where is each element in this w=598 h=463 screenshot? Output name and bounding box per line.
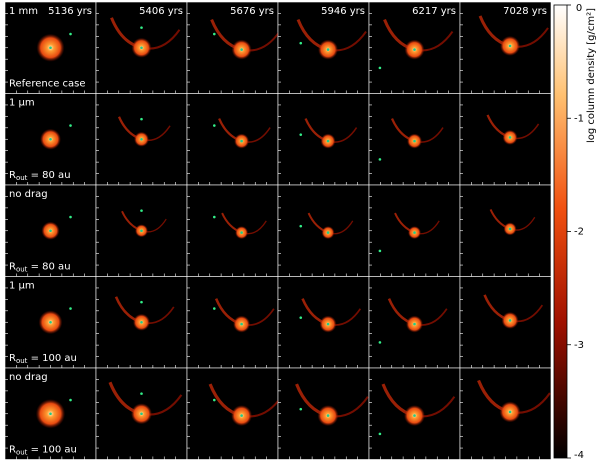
companion — [299, 407, 303, 411]
colorbar-tick-label: -3 — [574, 340, 584, 351]
companion — [213, 32, 216, 36]
star — [326, 48, 330, 51]
note-text: = 100 au — [27, 445, 76, 456]
column-title: 7028 yrs — [503, 6, 547, 17]
column-title: 5406 yrs — [139, 6, 183, 17]
note-text: = 80 au — [27, 170, 70, 181]
star — [413, 48, 416, 51]
companion — [378, 66, 382, 70]
star — [240, 231, 243, 234]
column-title: 6217 yrs — [412, 6, 456, 17]
symbol: R — [9, 170, 16, 181]
star — [49, 137, 52, 141]
note-text: = 80 au — [27, 262, 70, 273]
star — [49, 320, 52, 324]
subscript: out — [16, 266, 28, 274]
row-note: Rout = 100 au — [9, 353, 77, 365]
star — [508, 227, 512, 231]
companion — [213, 124, 216, 127]
companion — [140, 209, 143, 212]
companion — [69, 215, 72, 219]
subscript: out — [16, 357, 28, 365]
colorbar-label: log column density [g/cm²] — [586, 8, 597, 143]
column-title: 5946 yrs — [321, 6, 365, 17]
companion — [299, 41, 303, 45]
star — [240, 322, 243, 326]
panel — [186, 276, 279, 369]
star — [326, 231, 330, 234]
row-note: Rout = 80 au — [9, 262, 71, 274]
colorbar-tick-label: -4 — [574, 450, 584, 461]
row-note: Reference case — [9, 79, 86, 90]
colorbar — [553, 4, 568, 459]
companion — [378, 341, 382, 344]
star — [240, 48, 243, 51]
companion — [69, 398, 72, 402]
star — [240, 139, 243, 143]
note-text: Reference case — [9, 79, 86, 90]
companion — [378, 249, 382, 253]
star — [49, 229, 52, 233]
star — [508, 136, 512, 139]
companion — [69, 307, 72, 310]
star — [49, 46, 52, 50]
star — [326, 414, 330, 417]
companion — [213, 215, 216, 219]
panel — [186, 184, 279, 277]
star — [140, 320, 143, 324]
colorbar-tick-label: 0 — [576, 3, 582, 14]
column-title: 5136 yrs — [48, 6, 92, 17]
companion — [140, 117, 143, 121]
companion — [213, 307, 216, 310]
subscript: out — [16, 449, 28, 457]
row-label: 1 μm — [9, 98, 35, 109]
star — [508, 44, 512, 48]
colorbar-tick-label: -1 — [574, 113, 584, 124]
star — [140, 229, 143, 233]
companion — [378, 432, 382, 436]
colorbar-tick-label: -2 — [574, 227, 584, 238]
row-note: Rout = 80 au — [9, 170, 71, 182]
row-label: 1 μm — [9, 281, 35, 292]
companion — [140, 392, 143, 395]
symbol: R — [9, 262, 16, 273]
companion — [213, 398, 216, 402]
star — [413, 231, 416, 234]
star — [49, 412, 52, 416]
star — [508, 410, 512, 414]
companion — [299, 133, 303, 136]
companion — [140, 26, 143, 29]
row-note: Rout = 100 au — [9, 445, 77, 457]
star — [326, 322, 330, 326]
symbol: R — [9, 353, 16, 364]
companion — [378, 158, 382, 161]
companion — [69, 124, 72, 127]
star — [140, 412, 143, 416]
symbol: R — [9, 445, 16, 456]
row-label: 1 mm — [9, 6, 38, 17]
companion — [299, 224, 303, 228]
column-title: 5676 yrs — [230, 6, 274, 17]
star — [140, 137, 143, 141]
row-label: no drag — [9, 372, 48, 383]
star — [508, 319, 512, 322]
companion — [299, 316, 303, 319]
note-text: = 100 au — [27, 353, 76, 364]
star — [326, 139, 330, 143]
star — [413, 139, 416, 143]
subscript: out — [16, 174, 28, 182]
star — [140, 46, 143, 50]
row-label: no drag — [9, 189, 48, 200]
panel — [186, 93, 279, 186]
companion — [140, 300, 143, 304]
star — [413, 322, 416, 326]
star — [413, 414, 416, 417]
companion — [69, 32, 72, 36]
star — [240, 414, 243, 417]
